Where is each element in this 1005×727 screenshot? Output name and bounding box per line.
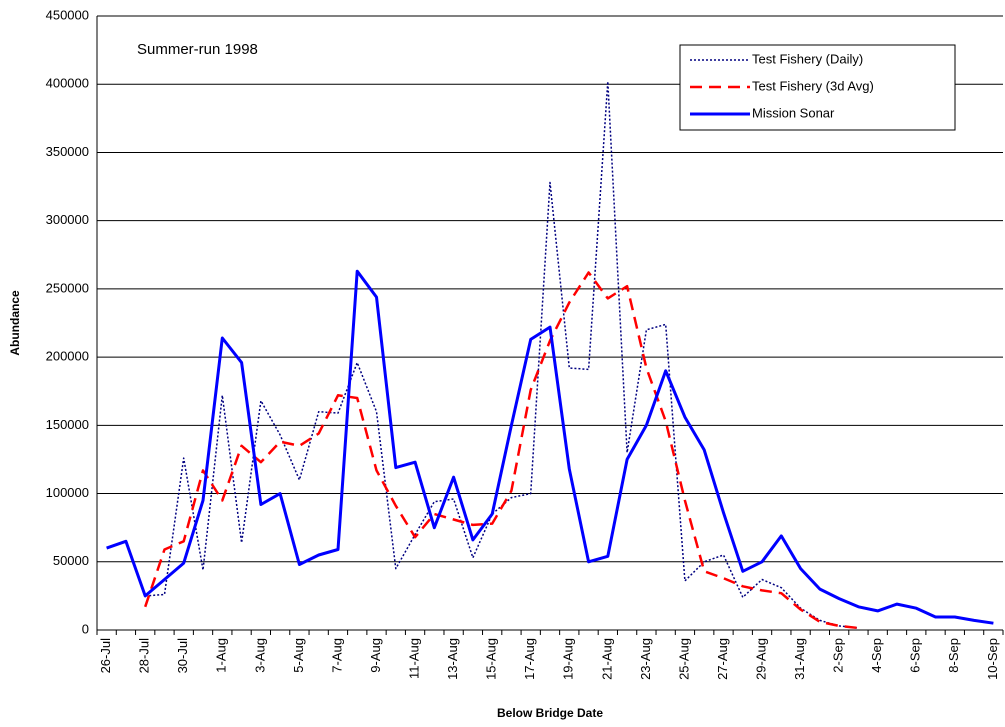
y-tick-label: 450000 [46, 7, 89, 22]
y-tick-label: 400000 [46, 76, 89, 91]
y-tick-label: 0 [82, 621, 89, 636]
legend-label: Test Fishery (3d Avg) [752, 78, 874, 93]
x-tick-label: 2-Sep [831, 638, 846, 673]
series-line [144, 271, 859, 630]
x-tick-label: 10-Sep [985, 638, 1000, 680]
x-tick-label: 15-Aug [484, 638, 499, 680]
x-axis-title: Below Bridge Date [497, 706, 603, 720]
x-tick-label: 29-Aug [753, 638, 768, 680]
series-line [145, 80, 859, 629]
y-tick-label: 50000 [53, 553, 89, 568]
x-tick-label: 4-Sep [869, 638, 884, 673]
x-tick-label: 23-Aug [638, 638, 653, 680]
x-tick-label: 31-Aug [792, 638, 807, 680]
y-tick-label: 200000 [46, 349, 89, 364]
y-tick-label: 300000 [46, 212, 89, 227]
x-tick-label: 1-Aug [214, 638, 229, 673]
x-tick-label: 28-Jul [137, 638, 152, 674]
y-tick-label: 250000 [46, 280, 89, 295]
y-tick-label: 350000 [46, 144, 89, 159]
x-tick-label: 26-Jul [98, 638, 113, 674]
x-tick-label: 8-Sep [946, 638, 961, 673]
x-tick-label: 30-Jul [175, 638, 190, 674]
x-tick-label: 17-Aug [522, 638, 537, 680]
y-tick-label: 150000 [46, 417, 89, 432]
x-tick-label: 25-Aug [676, 638, 691, 680]
x-tick-label: 21-Aug [599, 638, 614, 680]
x-tick-label: 7-Aug [329, 638, 344, 673]
x-tick-label: 9-Aug [368, 638, 383, 673]
x-tick-label: 5-Aug [291, 638, 306, 673]
x-tick-label: 27-Aug [715, 638, 730, 680]
x-tick-label: 19-Aug [561, 638, 576, 680]
y-axis-title: Abundance [8, 290, 22, 356]
x-tick-label: 6-Sep [908, 638, 923, 673]
legend-label: Mission Sonar [752, 105, 835, 120]
annotation: Summer-run 1998 [137, 41, 258, 58]
x-tick-label: 13-Aug [445, 638, 460, 680]
x-tick-label: 11-Aug [407, 638, 422, 679]
series-line [106, 269, 994, 625]
legend-label: Test Fishery (Daily) [752, 51, 863, 66]
y-tick-label: 100000 [46, 485, 89, 500]
x-tick-label: 3-Aug [252, 638, 267, 673]
legend-box [679, 44, 956, 131]
